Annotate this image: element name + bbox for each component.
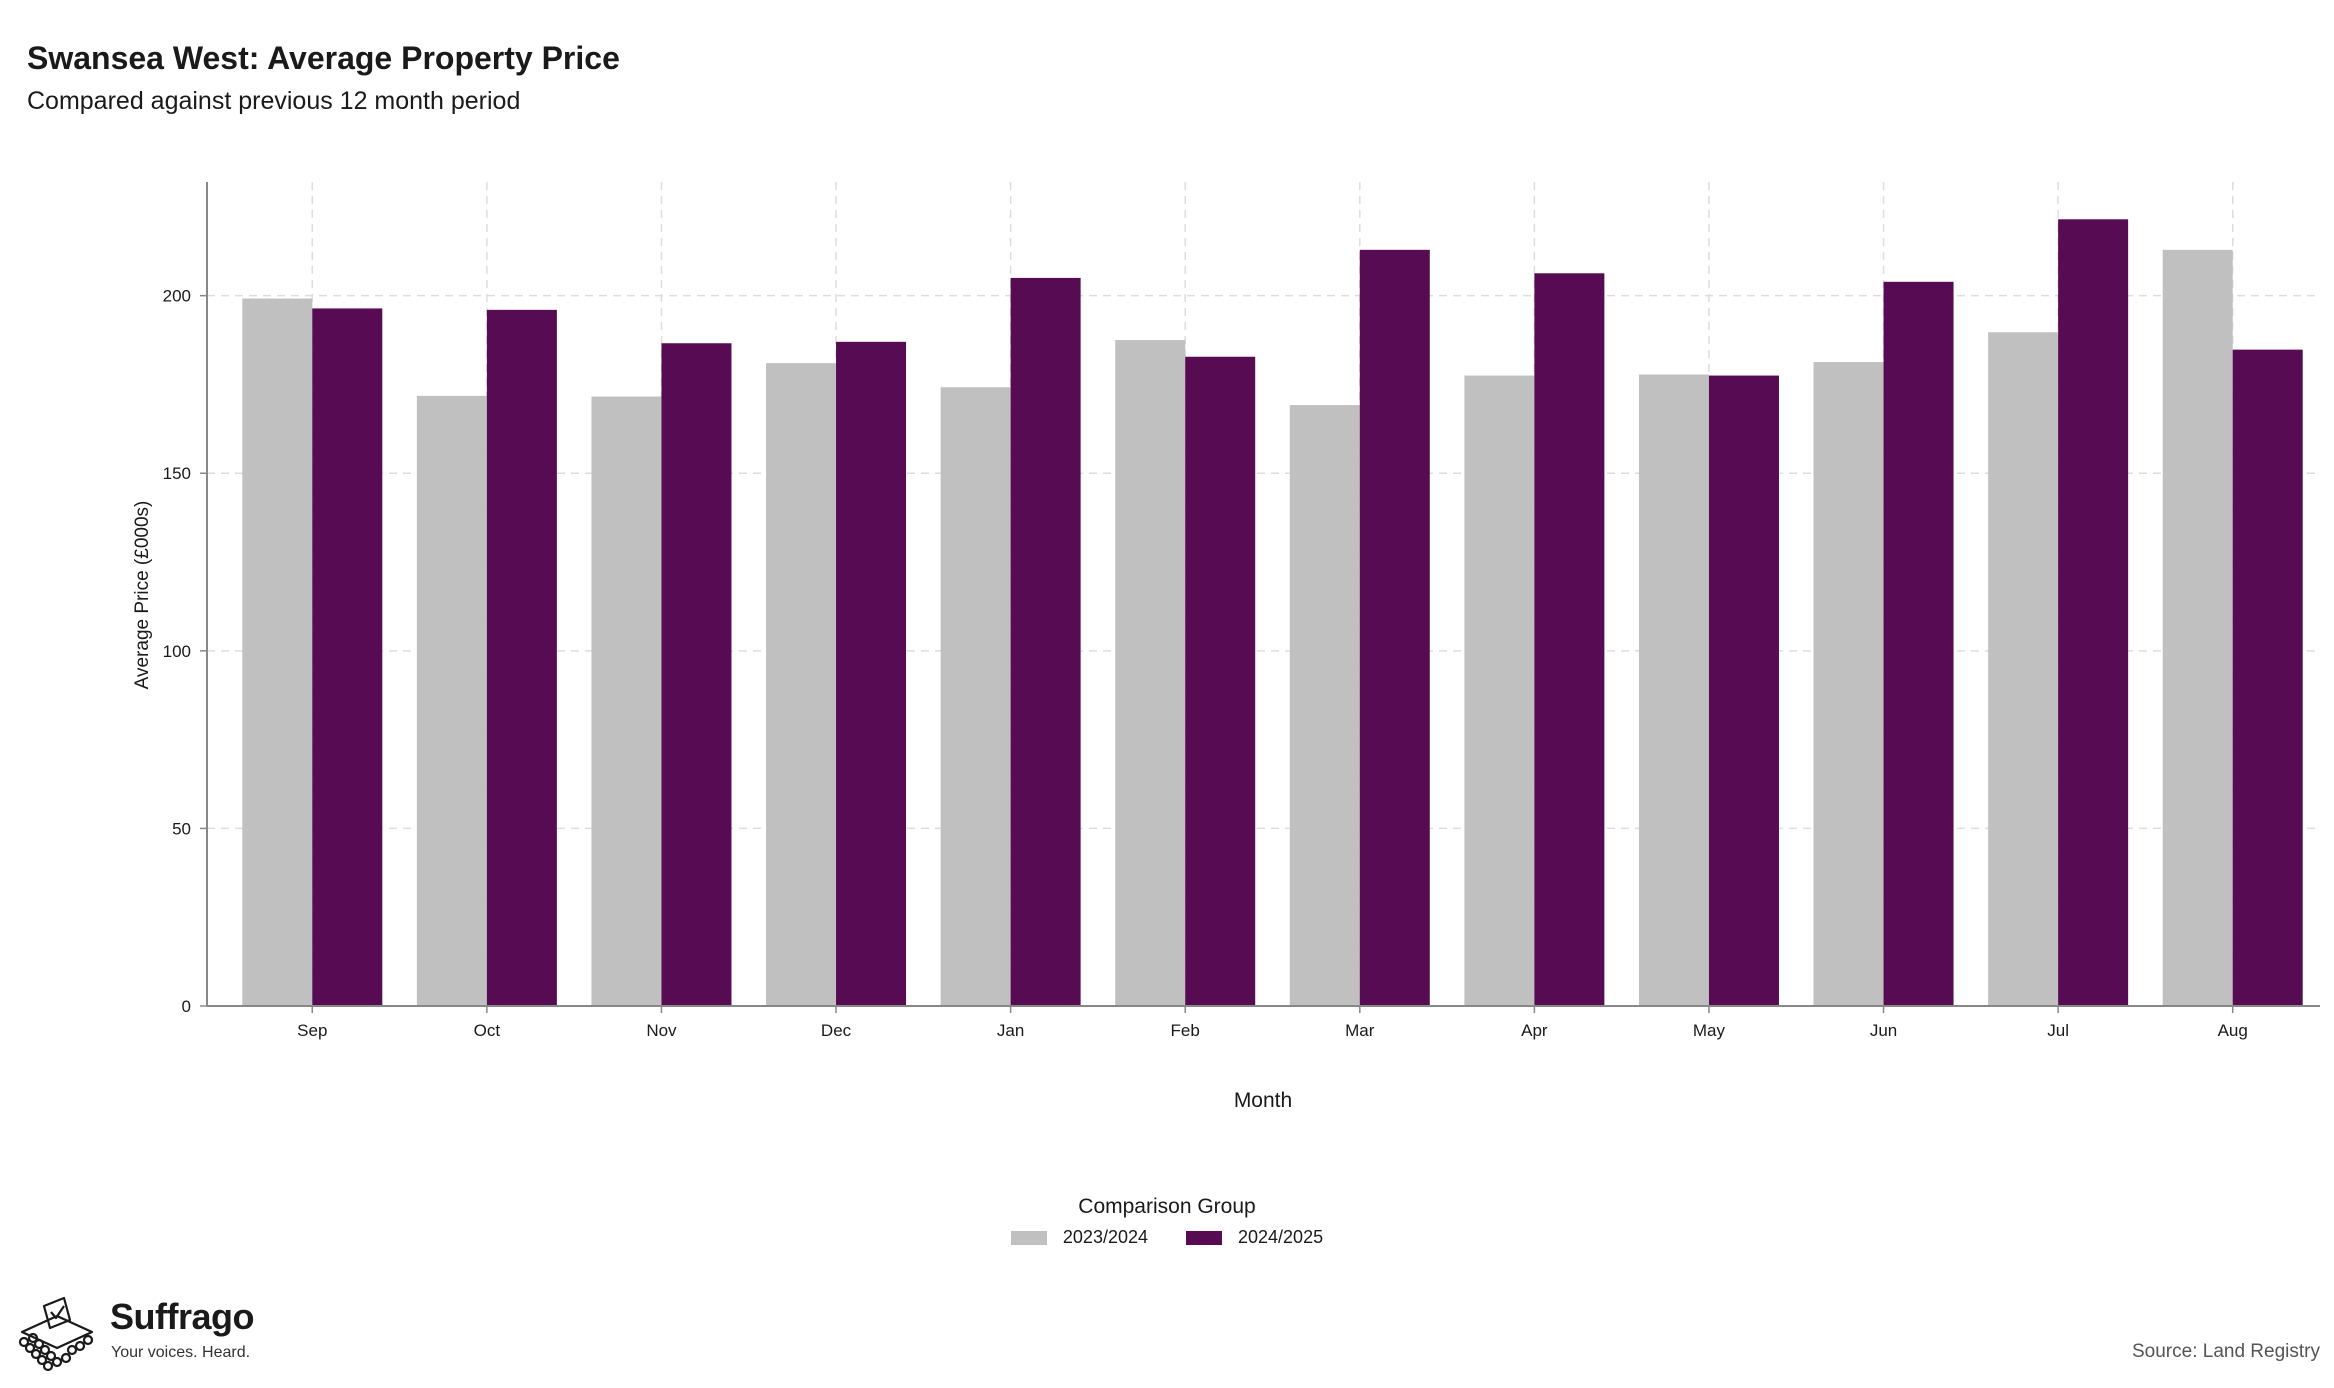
brand-tagline: Your voices. Heard. bbox=[111, 1344, 251, 1361]
x-tick-label-jan: Jan bbox=[997, 1021, 1024, 1040]
bar-2023-2024-feb bbox=[1115, 340, 1186, 1006]
y-tick-labels: 0 50 100 150 200 bbox=[163, 287, 191, 1016]
chart-subtitle: Compared against previous 12 month perio… bbox=[27, 87, 521, 115]
y-tick-label-150: 150 bbox=[163, 464, 191, 483]
x-tick-label-mar: Mar bbox=[1345, 1021, 1375, 1040]
x-tick-label-dec: Dec bbox=[821, 1021, 852, 1040]
legend-swatch-2024-2025 bbox=[1186, 1230, 1222, 1245]
bar-2024-2025-apr bbox=[1534, 273, 1605, 1006]
chart-axes bbox=[200, 182, 2320, 1013]
bar-2024-2025-mar bbox=[1359, 249, 1430, 1006]
bar-2024-2025-nov bbox=[661, 343, 732, 1006]
y-tick-label-50: 50 bbox=[172, 819, 191, 838]
y-axis-label: Average Price (£000s) bbox=[132, 501, 153, 690]
bar-2023-2024-nov bbox=[591, 396, 662, 1006]
x-tick-labels: Sep Oct Nov Dec Jan Feb Mar Apr May Jun Jul Aug bbox=[297, 1021, 2248, 1040]
brand-name: Suffrago bbox=[110, 1296, 255, 1337]
legend-label-2024-2025: 2024/2025 bbox=[1238, 1227, 1324, 1247]
x-tick-label-jul: Jul bbox=[2047, 1021, 2069, 1040]
legend-items: 2023/2024 2024/2025 bbox=[0, 1227, 2334, 1248]
bar-2024-2025-jan bbox=[1010, 277, 1081, 1006]
legend-item-2023-2024: 2023/2024 bbox=[1010, 1227, 1148, 1248]
bar-2023-2024-jan bbox=[940, 387, 1011, 1006]
y-tick-label-100: 100 bbox=[163, 642, 191, 661]
x-tick-label-nov: Nov bbox=[646, 1021, 677, 1040]
bar-2024-2025-jul bbox=[2058, 219, 2129, 1007]
bar-2023-2024-apr bbox=[1464, 375, 1535, 1006]
bar-chart: 0 50 100 150 200 Sep Oct Nov Dec Jan Feb Mar Apr May… bbox=[132, 182, 2320, 1112]
bar-2023-2024-mar bbox=[1289, 405, 1360, 1006]
bar-2024-2025-may bbox=[1708, 375, 1779, 1006]
bar-2023-2024-sep bbox=[242, 298, 313, 1006]
chart-title: Swansea West: Average Property Price bbox=[27, 40, 620, 76]
bar-2023-2024-may bbox=[1638, 374, 1709, 1007]
x-tick-label-oct: Oct bbox=[474, 1021, 501, 1040]
legend-title: Comparison Group bbox=[1078, 1195, 1256, 1218]
bar-2023-2024-jul bbox=[1988, 332, 2059, 1007]
bar-2024-2025-aug bbox=[2232, 349, 2303, 1007]
y-tick-label-0: 0 bbox=[182, 997, 191, 1016]
chart-bars bbox=[242, 219, 2303, 1007]
legend: Comparison Group 2023/2024 2024/2025 bbox=[0, 1195, 2334, 1248]
x-tick-label-jun: Jun bbox=[1870, 1021, 1897, 1040]
x-tick-label-feb: Feb bbox=[1171, 1021, 1200, 1040]
bar-2024-2025-feb bbox=[1185, 356, 1256, 1006]
bar-2024-2025-dec bbox=[836, 341, 907, 1006]
bar-2023-2024-jun bbox=[1813, 362, 1884, 1007]
bar-2024-2025-jun bbox=[1883, 281, 1954, 1006]
x-tick-label-apr: Apr bbox=[1521, 1021, 1548, 1040]
x-tick-label-aug: Aug bbox=[2218, 1021, 2248, 1040]
x-tick-label-may: May bbox=[1693, 1021, 1726, 1040]
ballot-box-logo-icon bbox=[18, 1296, 94, 1372]
bar-2024-2025-oct bbox=[486, 309, 557, 1006]
bar-2023-2024-dec bbox=[766, 363, 837, 1006]
bar-2023-2024-oct bbox=[416, 395, 487, 1006]
bar-2023-2024-aug bbox=[2162, 249, 2233, 1006]
bar-2024-2025-sep bbox=[312, 308, 383, 1006]
legend-item-2024-2025: 2024/2025 bbox=[1186, 1227, 1323, 1248]
source-note: Source: Land Registry bbox=[2132, 1341, 2320, 1362]
legend-label-2023-2024: 2023/2024 bbox=[1062, 1227, 1148, 1247]
x-axis-label: Month bbox=[1234, 1089, 1292, 1112]
y-tick-label-200: 200 bbox=[163, 287, 191, 306]
x-tick-label-sep: Sep bbox=[297, 1021, 327, 1040]
legend-swatch-2023-2024 bbox=[1010, 1230, 1047, 1245]
